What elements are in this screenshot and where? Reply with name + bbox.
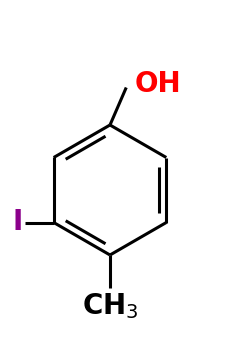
Text: OH: OH	[135, 70, 182, 98]
Text: CH$_3$: CH$_3$	[82, 291, 138, 321]
Text: I: I	[12, 209, 22, 237]
